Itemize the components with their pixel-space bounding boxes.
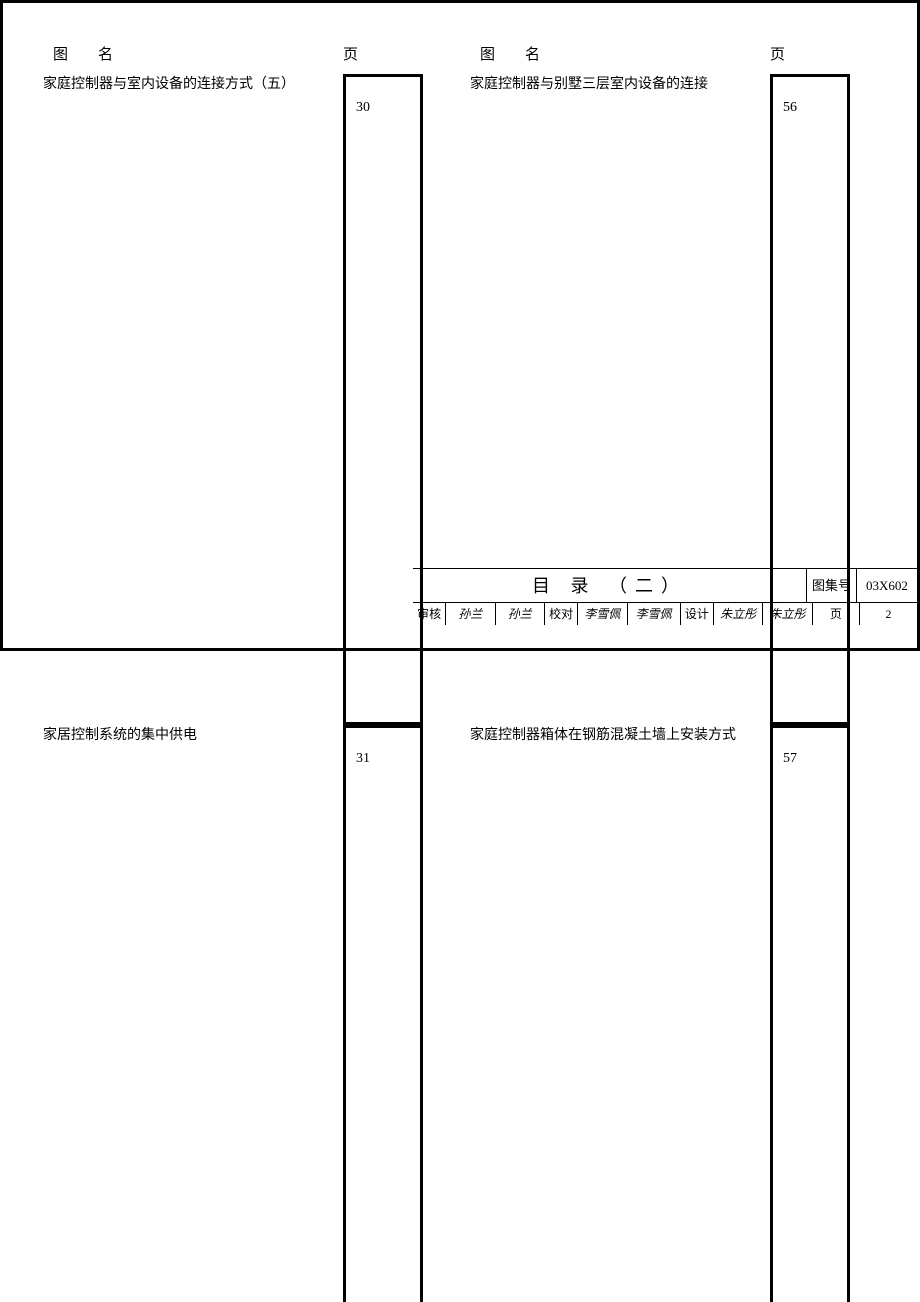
- title-block-bottom: 审核 孙兰 孙兰 校对 李雪佩 李雪佩 设计 朱立彤 朱立彤 页 2: [413, 603, 917, 625]
- left-column: 图名 页 家庭控制器与室内设备的连接方式（五）30家居控制系统的集中供电31家庭…: [33, 43, 460, 563]
- header-page: 页: [343, 43, 423, 64]
- title-block-top: 目 录 （二） 图集号 03X602: [413, 569, 917, 603]
- header-name: 图名: [43, 43, 343, 64]
- toc-entry-name: 家庭控制器与室内设备的连接方式（五）: [43, 74, 343, 725]
- header-page: 页: [770, 43, 850, 64]
- toc-entry-name: 家居控制系统的集中供电: [43, 725, 343, 1302]
- page-label: 页: [813, 603, 860, 625]
- review-label: 审核: [413, 603, 446, 625]
- toc-entry-page: 30: [343, 74, 423, 725]
- toc-row: 家庭控制器与室内设备的连接方式（五）30: [43, 74, 450, 725]
- set-label: 图集号: [807, 569, 857, 602]
- review-value: 孙兰: [446, 603, 495, 625]
- right-column: 图名 页 家庭控制器与别墅三层室内设备的连接56家庭控制器箱体在钢筋混凝土墙上安…: [460, 43, 887, 563]
- right-rows: 家庭控制器与别墅三层室内设备的连接56家庭控制器箱体在钢筋混凝土墙上安装方式57…: [470, 74, 877, 1302]
- toc-entry-page: 56: [770, 74, 850, 725]
- column-header: 图名 页: [470, 43, 877, 64]
- doc-title: 目 录 （二）: [413, 569, 807, 602]
- toc-row: 家庭控制器与别墅三层室内设备的连接56: [470, 74, 877, 725]
- design-label: 设计: [681, 603, 714, 625]
- toc-row: 家庭控制器箱体在钢筋混凝土墙上安装方式57: [470, 725, 877, 1302]
- check-value: 李雪佩: [578, 603, 627, 625]
- toc-entry-page: 57: [770, 725, 850, 1302]
- left-rows: 家庭控制器与室内设备的连接方式（五）30家居控制系统的集中供电31家庭控制器与室…: [43, 74, 450, 1302]
- title-block: 目 录 （二） 图集号 03X602 审核 孙兰 孙兰 校对 李雪佩 李雪佩 设…: [413, 568, 917, 625]
- set-value: 03X602: [857, 569, 917, 602]
- column-header: 图名 页: [43, 43, 450, 64]
- toc-row: 家居控制系统的集中供电31: [43, 725, 450, 1302]
- check-signature: 李雪佩: [628, 603, 681, 625]
- toc-content: 图名 页 家庭控制器与室内设备的连接方式（五）30家居控制系统的集中供电31家庭…: [33, 23, 887, 563]
- toc-entry-name: 家庭控制器箱体在钢筋混凝土墙上安装方式: [470, 725, 770, 1302]
- toc-entry-name: 家庭控制器与别墅三层室内设备的连接: [470, 74, 770, 725]
- design-value: 朱立彤: [714, 603, 763, 625]
- toc-entry-page: 31: [343, 725, 423, 1302]
- design-signature: 朱立彤: [763, 603, 812, 625]
- review-signature: 孙兰: [496, 603, 545, 625]
- check-label: 校对: [545, 603, 578, 625]
- page-value: 2: [860, 603, 917, 625]
- page-frame: 图名 页 家庭控制器与室内设备的连接方式（五）30家居控制系统的集中供电31家庭…: [0, 0, 920, 651]
- header-name: 图名: [470, 43, 770, 64]
